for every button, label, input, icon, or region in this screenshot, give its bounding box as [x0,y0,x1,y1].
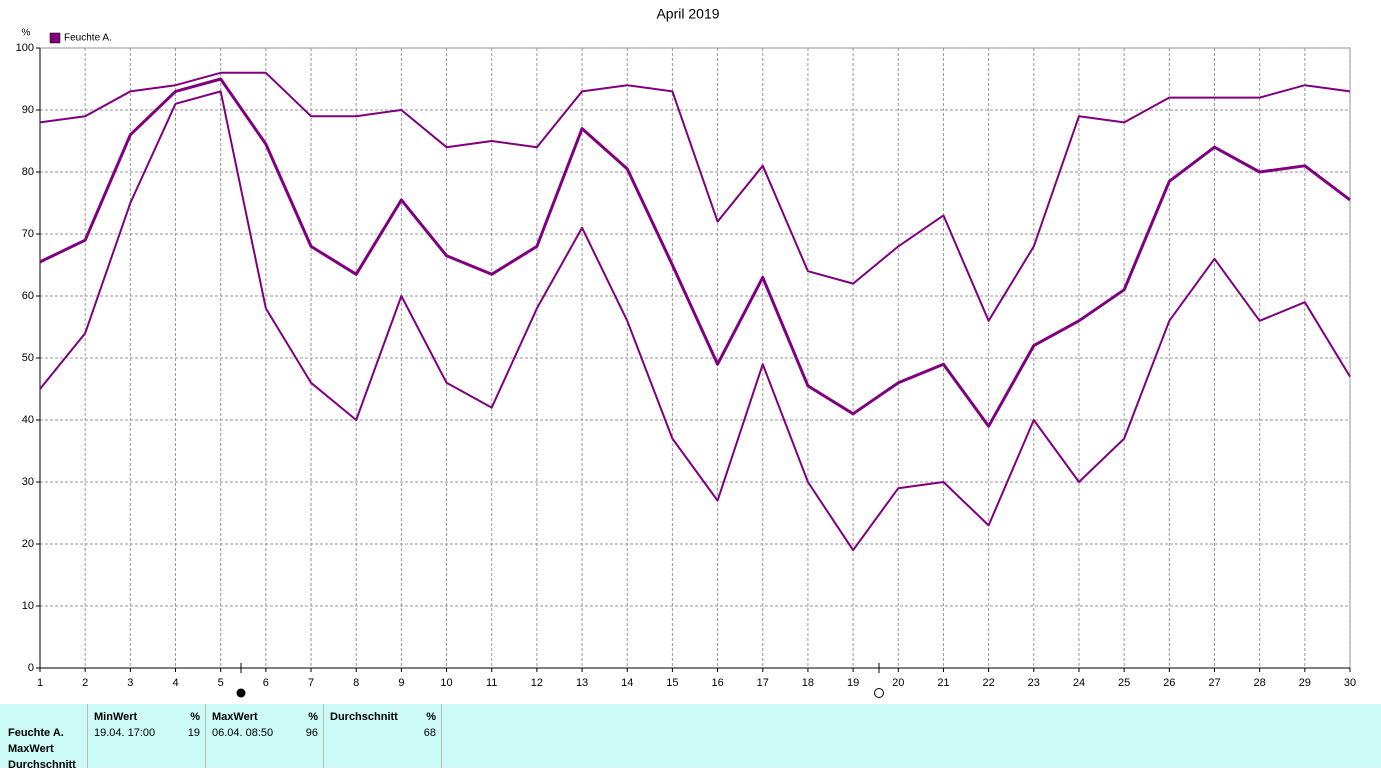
column-unit: % [308,711,318,723]
data-line [39,77,1351,428]
x-tick-label: 28 [1254,677,1266,689]
x-tick-label: 3 [127,677,133,689]
x-tick-label: 29 [1299,677,1311,689]
y-unit: % [22,28,31,39]
column-header: MaxWert [212,711,258,723]
x-tick-label: 25 [1118,677,1130,689]
column-unit: % [190,711,200,723]
y-tick-label: 40 [22,414,34,426]
y-tick-label: 70 [22,228,34,240]
x-tick-label: 12 [531,677,543,689]
x-tick-label: 4 [172,677,178,689]
x-tick-label: 8 [353,677,359,689]
y-tick-label: 100 [16,42,34,54]
column-value: 96 [305,727,318,739]
x-tick-label: 24 [1073,677,1085,689]
table-column: MinWert% 19.04. 17:00 19 [87,704,206,768]
column-value: 19 [187,727,200,739]
legend-label: Feuchte A. [64,33,112,44]
table-divider [441,704,442,768]
x-tick-label: 6 [263,677,269,689]
x-tick-label: 17 [757,677,769,689]
x-tick-label: 22 [982,677,994,689]
new-moon-icon [874,688,884,698]
x-tick-label: 14 [621,677,633,689]
table-column: Durchschnitt% 68 [323,704,442,768]
data-line [39,71,1351,322]
y-tick-label: 30 [22,476,34,488]
x-tick-label: 23 [1028,677,1040,689]
x-tick-label: 9 [398,677,404,689]
row-label: MaxWert [8,743,54,755]
column-unit: % [426,711,436,723]
x-tick-label: 26 [1163,677,1175,689]
chart-title: April 2019 [656,6,719,22]
y-tick-label: 10 [22,600,34,612]
y-tick-label: 60 [22,290,34,302]
table-column: MaxWert% 06.04. 08:50 96 [205,704,324,768]
x-tick-label: 5 [218,677,224,689]
x-tick-label: 27 [1208,677,1220,689]
y-tick-label: 20 [22,538,34,550]
column-time: 06.04. 08:50 [212,727,274,739]
row-label: Feuchte A. [8,727,64,739]
y-tick-label: 80 [22,166,34,178]
column-header: MinWert [94,711,138,723]
column-time: 19.04. 17:00 [94,727,156,739]
x-tick-label: 30 [1344,677,1356,689]
x-tick-label: 15 [666,677,678,689]
data-line [39,90,1351,552]
stats-table: Feuchte A. MaxWert Durchschnitt MinWert%… [0,704,1381,771]
row-label: Durchschnitt [8,759,76,771]
x-tick-label: 21 [937,677,949,689]
x-tick-label: 10 [440,677,452,689]
y-tick-label: 90 [22,104,34,116]
x-tick-label: 20 [892,677,904,689]
x-tick-label: 13 [576,677,588,689]
x-tick-label: 19 [847,677,859,689]
column-header: Durchschnitt [330,711,398,723]
y-tick-label: 50 [22,352,34,364]
x-tick-label: 11 [486,677,497,689]
y-tick-label: 0 [28,662,34,674]
x-tick-label: 7 [308,677,314,689]
legend-swatch [49,32,61,44]
x-tick-label: 16 [711,677,723,689]
x-tick-label: 2 [82,677,88,689]
full-moon-icon [236,688,246,698]
x-tick-label: 18 [802,677,814,689]
x-tick-label: 1 [37,677,43,689]
column-value: 68 [423,727,436,739]
